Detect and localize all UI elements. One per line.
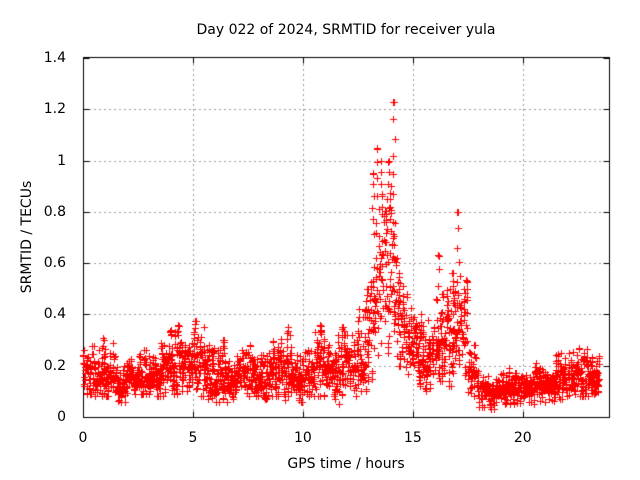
y-tick-label: 0.4 (43, 306, 66, 323)
x-tick-label: 10 (293, 430, 312, 446)
y-tick-label: 0.6 (43, 255, 66, 272)
x-tick-label: 5 (188, 430, 198, 446)
y-tick-label: 0 (57, 409, 66, 425)
y-tick-label: 0.8 (43, 203, 66, 220)
x-tick-label: 15 (403, 430, 422, 446)
y-tick-label: 1.2 (43, 101, 66, 118)
chart-title: Day 022 of 2024, SRMTID for receiver yul… (196, 22, 496, 38)
y-tick-label: 1 (57, 152, 66, 169)
x-tick-label: 0 (78, 430, 88, 446)
y-tick-label: 1.4 (43, 50, 66, 66)
y-tick-label: 0.2 (43, 357, 66, 374)
y-axis-label: SRMTID / TECUs (19, 180, 35, 294)
x-tick-label: 20 (513, 430, 532, 446)
x-axis-label: GPS time / hours (287, 456, 405, 472)
